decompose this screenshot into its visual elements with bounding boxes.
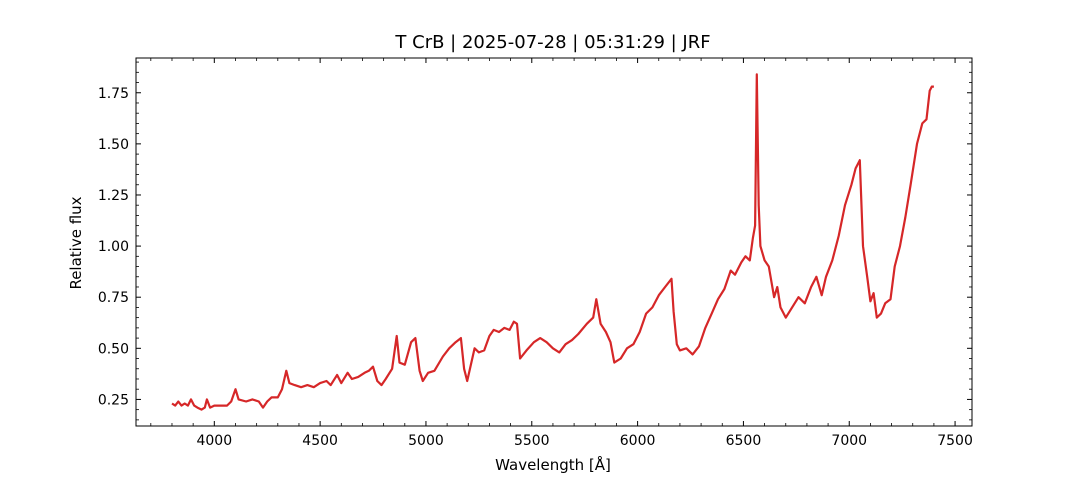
x-tick-label: 7000 (831, 433, 867, 449)
y-tick-label: 1.50 (98, 137, 129, 153)
x-tick-label: 4000 (196, 433, 232, 449)
y-axis-label: Relative flux (67, 196, 85, 289)
y-tick-label: 1.75 (98, 86, 129, 102)
x-tick-label: 7500 (937, 433, 973, 449)
x-tick-label: 4500 (302, 433, 338, 449)
x-tick-label: 6000 (620, 433, 656, 449)
spectrum-line (171, 73, 934, 411)
plot-frame (135, 57, 973, 427)
x-tick-label: 5500 (514, 433, 550, 449)
y-tick-label: 1.25 (98, 188, 129, 204)
plot-area (171, 73, 934, 411)
y-tick-label: 0.25 (98, 392, 129, 408)
chart-title: T CrB | 2025-07-28 | 05:31:29 | JRF (394, 32, 710, 53)
y-tick-label: 0.75 (98, 290, 129, 306)
y-tick-label: 1.00 (98, 239, 129, 255)
x-axis-label: Wavelength [Å] (495, 455, 611, 474)
axis-ticks: 4000 4500 5000 5500 6000 6500 7000 7500 0.25 0.50… (98, 58, 973, 449)
y-tick-label: 0.50 (98, 341, 129, 357)
x-tick-label: 6500 (726, 433, 762, 449)
x-tick-label: 5000 (408, 433, 444, 449)
